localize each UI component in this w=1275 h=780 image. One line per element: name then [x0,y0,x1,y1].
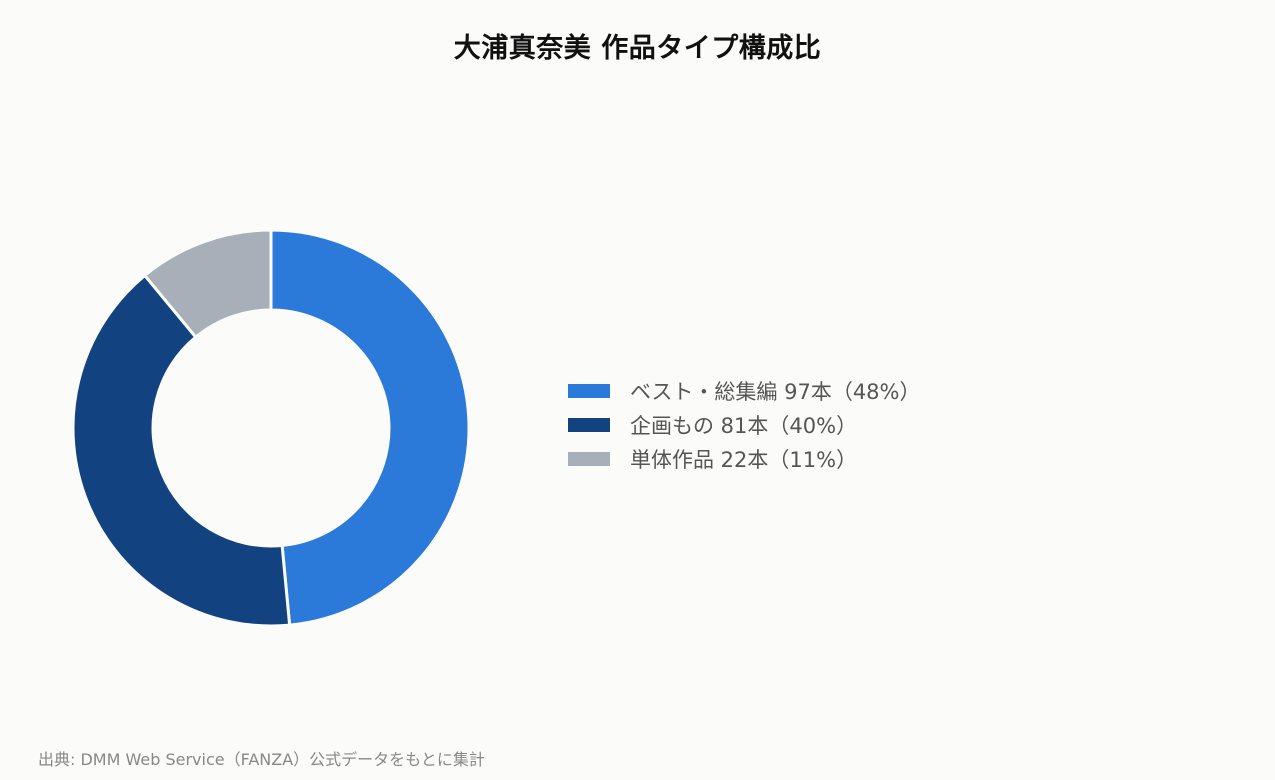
legend-item-kikaku: 企画もの 81本（40%） [568,408,921,442]
legend-swatch-kikaku [568,418,610,432]
legend-swatch-tantai [568,452,610,466]
chart-title: 大浦真奈美 作品タイプ構成比 [453,33,822,64]
donut-slice-tantai [142,228,273,340]
legend-label-best: ベスト・総集編 97本（48%） [630,380,921,404]
legend-item-best: ベスト・総集編 97本（48%） [568,374,921,408]
legend-swatch-best [568,384,610,398]
legend-label-tantai: 単体作品 22本（11%） [630,448,858,472]
legend-label-kikaku: 企画もの 81本（40%） [630,414,858,438]
source-note: 出典: DMM Web Service（FANZA）公式データをもとに集計 [38,750,485,769]
legend-item-tantai: 単体作品 22本（11%） [568,442,921,476]
donut-slice-kikaku [71,273,292,628]
donut-slice-best [269,228,471,627]
legend: ベスト・総集編 97本（48%） 企画もの 81本（40%） 単体作品 22本（… [568,374,921,476]
